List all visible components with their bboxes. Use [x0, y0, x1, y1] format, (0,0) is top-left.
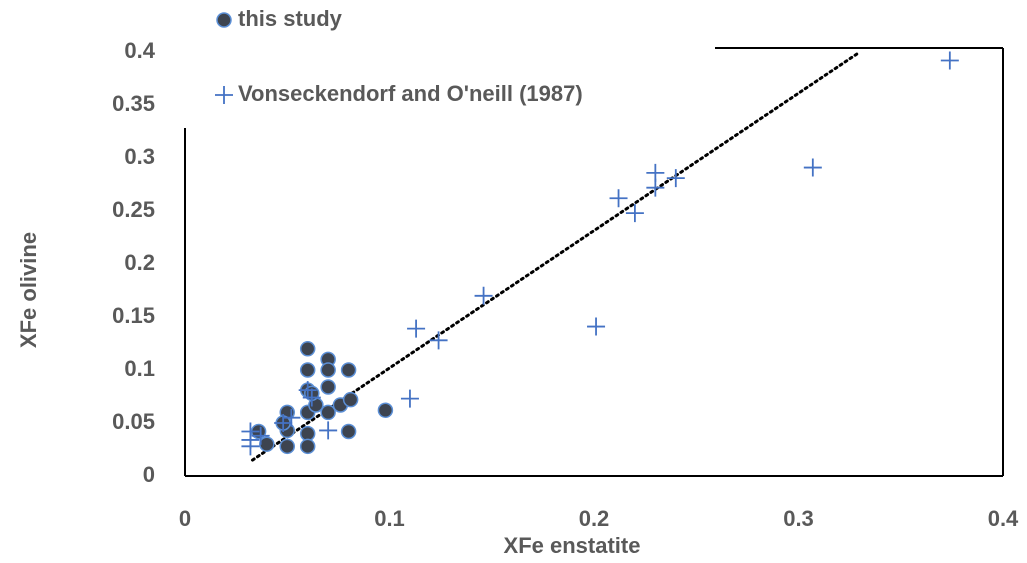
point: [340, 423, 357, 440]
point: [407, 319, 426, 338]
point: [241, 437, 260, 456]
point: [429, 331, 448, 350]
point: [474, 286, 493, 305]
point: [299, 362, 316, 378]
legend-marker: [215, 86, 233, 104]
point: [587, 317, 606, 336]
point: [320, 404, 336, 421]
y-tick-label: 0.2: [124, 250, 155, 275]
point: [299, 341, 316, 357]
point: [400, 389, 419, 408]
point: [377, 402, 394, 419]
point: [282, 408, 301, 427]
y-tick-label: 0: [143, 462, 155, 487]
point: [940, 51, 959, 70]
point: [646, 178, 665, 197]
point: [803, 158, 822, 177]
y-tick-label: 0.15: [112, 303, 155, 328]
point: [299, 438, 316, 455]
x-axis-label: XFe enstatite: [504, 533, 641, 558]
point: [609, 189, 628, 208]
y-tick-label: 0.3: [124, 144, 155, 169]
y-tick-label: 0.35: [112, 91, 155, 116]
legend-label: Vonseckendorf and O'neill (1987): [238, 81, 583, 106]
x-tick-label: 0.3: [783, 506, 814, 531]
y-tick-label: 0.4: [124, 38, 155, 63]
x-tick-label: 0: [179, 506, 191, 531]
y-tick-label: 0.05: [112, 409, 155, 434]
x-tick-label: 0.2: [579, 506, 610, 531]
point: [340, 362, 357, 378]
y-axis-label: XFe olivine: [16, 232, 41, 348]
point: [625, 204, 644, 223]
y-tick-label: 0.1: [124, 356, 155, 381]
point: [298, 381, 317, 400]
x-tick-label: 0.4: [988, 506, 1019, 531]
point: [279, 438, 295, 455]
point: [319, 421, 338, 440]
point: [320, 362, 336, 378]
point: [251, 426, 270, 445]
legend-label: this study: [238, 6, 343, 31]
point: [259, 436, 275, 452]
point: [302, 388, 321, 407]
x-tick-label: 0.1: [374, 506, 405, 531]
y-tick-label: 0.25: [112, 197, 155, 222]
legend-marker: [216, 12, 232, 28]
trendline: [250, 50, 862, 462]
point: [342, 391, 359, 408]
point: [666, 169, 685, 188]
point: [320, 379, 336, 395]
point: [299, 425, 316, 442]
